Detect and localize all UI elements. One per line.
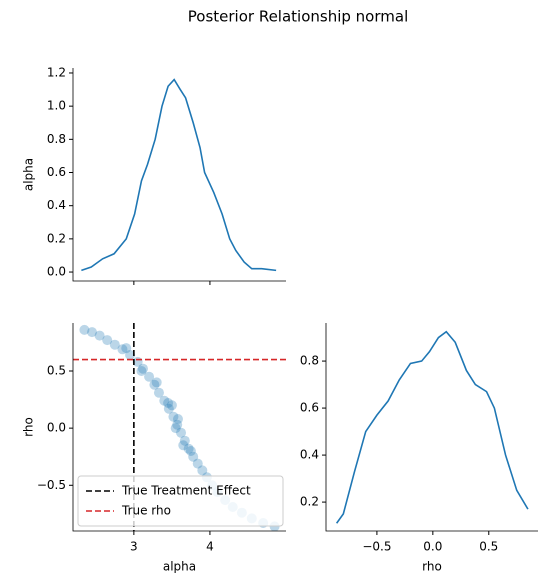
x-tick-label: 0.0 [423, 540, 442, 554]
scatter-point [102, 335, 113, 346]
y-axis-label: rho [22, 417, 36, 437]
density-line [81, 78, 277, 272]
y-tick-label: 1.0 [47, 99, 66, 113]
y-tick-label: 0.2 [47, 231, 66, 245]
figure-title: Posterior Relationship normal [188, 8, 408, 26]
x-tick-label: 3 [130, 540, 138, 554]
legend-label: True rho [121, 504, 171, 518]
y-tick-label: 0.0 [47, 265, 66, 279]
scatter-point [125, 350, 136, 360]
y-tick-label: 0.5 [47, 364, 66, 378]
y-tick-label: 0.4 [47, 198, 66, 212]
scatter-point [137, 363, 148, 374]
scatter-point [144, 371, 155, 382]
plot-area [81, 78, 277, 272]
y-tick-label: −0.5 [37, 478, 66, 492]
scatter-point [163, 403, 174, 414]
scatter-point [185, 446, 196, 456]
y-tick-label: 0.4 [300, 448, 319, 462]
scatter-point [121, 343, 132, 354]
legend-box [77, 475, 284, 527]
scatter-point [170, 423, 181, 434]
axis-spines [325, 323, 538, 532]
y-tick-label: 0.2 [300, 495, 319, 509]
scatter-point [136, 366, 147, 376]
scatter-point [176, 427, 187, 438]
scatter-point [149, 379, 160, 390]
y-axis-label: alpha [22, 158, 36, 191]
scatter-point [163, 398, 174, 408]
x-tick-label: −0.5 [362, 540, 391, 554]
scatter-point [172, 414, 183, 424]
scatter-point [87, 327, 98, 338]
scatter-point [172, 419, 183, 430]
y-tick-label: 0.8 [47, 132, 66, 146]
y-tick-label: 0.0 [47, 421, 66, 435]
y-tick-label: 0.8 [300, 354, 319, 368]
scatter-point [197, 465, 208, 476]
plot-area [335, 330, 529, 524]
legend-label: True Treatment Effect [121, 484, 251, 498]
x-axis-label: rho [422, 560, 442, 574]
y-tick-label: 1.2 [47, 65, 66, 79]
scatter-point [166, 400, 177, 411]
scatter-point [179, 435, 190, 446]
x-tick-label: 0.5 [479, 540, 498, 554]
scatter-point [151, 377, 162, 388]
axis-spines [72, 323, 286, 532]
scatter-point [188, 451, 199, 462]
scatter-point [183, 443, 194, 454]
scatter-point [109, 339, 120, 350]
scatter-point [192, 458, 203, 469]
density-line [335, 330, 529, 524]
scatter-point [94, 330, 105, 341]
y-tick-label: 0.6 [47, 165, 66, 179]
scatter-point [79, 324, 90, 335]
scatter-point [117, 344, 128, 355]
x-axis-label: alpha [163, 560, 196, 574]
scatter-point [153, 387, 164, 398]
axis-spines [72, 68, 286, 282]
y-tick-label: 0.6 [300, 401, 319, 415]
x-tick-label: 4 [206, 540, 214, 554]
scatter-point [159, 395, 170, 406]
scatter-point [168, 411, 179, 422]
scatter-point [178, 440, 189, 451]
